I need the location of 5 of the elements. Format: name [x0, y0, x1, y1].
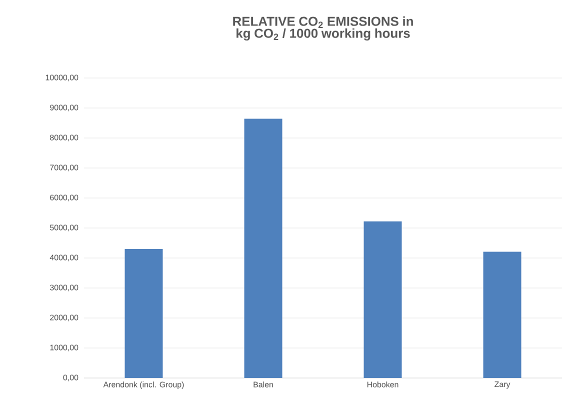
bar — [483, 252, 522, 378]
bar — [244, 118, 282, 378]
chart-title: RELATIVE CO$_{2}$ EMISSIONS in kg CO$_{2}$ / 1000 working hours — [233, 16, 413, 41]
bar — [124, 249, 163, 378]
bar — [364, 221, 402, 378]
